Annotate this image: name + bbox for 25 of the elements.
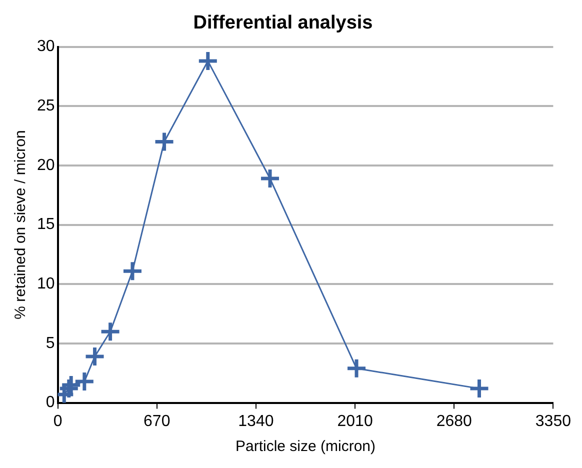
point bbox=[122, 260, 144, 282]
y-tick-label: 5 bbox=[46, 334, 55, 352]
x-axis-title: Particle size (micron) bbox=[235, 438, 376, 456]
x-tick-label: 2680 bbox=[436, 412, 472, 430]
x-tick-label: 3350 bbox=[535, 412, 572, 430]
point bbox=[58, 378, 80, 400]
y-tick-label: 15 bbox=[37, 216, 55, 234]
point bbox=[74, 370, 96, 392]
x-tick-label: 670 bbox=[144, 412, 170, 430]
x-tick-label: 1340 bbox=[238, 412, 274, 430]
point bbox=[468, 378, 490, 400]
x-tick-label: 2010 bbox=[337, 412, 373, 430]
point bbox=[346, 358, 368, 380]
y-axis-title: % retained on sieve / micron bbox=[12, 130, 30, 320]
point bbox=[100, 320, 122, 342]
point bbox=[259, 168, 281, 190]
y-tick-label: 10 bbox=[37, 276, 55, 293]
chart-title: Differential analysis bbox=[193, 12, 373, 34]
y-tick-label: 20 bbox=[37, 156, 55, 174]
point bbox=[197, 50, 219, 72]
y-tick-label: 25 bbox=[37, 98, 55, 115]
point bbox=[154, 130, 176, 152]
point bbox=[84, 346, 106, 368]
y-tick-label: 0 bbox=[46, 394, 55, 412]
y-tick-label: 30 bbox=[37, 38, 55, 56]
